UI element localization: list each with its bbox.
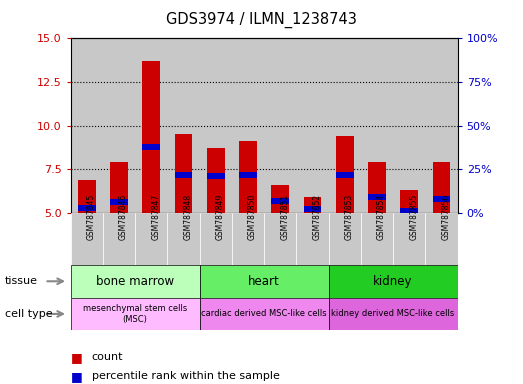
Bar [393, 38, 425, 213]
Text: kidney derived MSC-like cells: kidney derived MSC-like cells [332, 310, 454, 318]
FancyBboxPatch shape [200, 298, 328, 330]
Bar [264, 38, 297, 213]
Bar [71, 38, 103, 213]
FancyBboxPatch shape [328, 265, 458, 298]
FancyBboxPatch shape [71, 213, 103, 265]
FancyBboxPatch shape [167, 213, 200, 265]
Bar [110, 199, 128, 205]
Text: tissue: tissue [5, 276, 38, 286]
Bar [78, 180, 96, 213]
Text: GSM787852: GSM787852 [313, 194, 322, 240]
Bar [304, 197, 321, 213]
Text: GSM787847: GSM787847 [151, 194, 160, 240]
Text: kidney: kidney [373, 275, 413, 288]
Bar [239, 141, 257, 213]
Text: GSM787848: GSM787848 [184, 194, 192, 240]
Text: count: count [92, 352, 123, 362]
FancyBboxPatch shape [71, 298, 200, 330]
Bar [207, 149, 224, 213]
Text: heart: heart [248, 275, 280, 288]
FancyBboxPatch shape [200, 265, 328, 298]
Bar [232, 38, 264, 213]
Bar [401, 190, 418, 213]
FancyBboxPatch shape [393, 213, 425, 265]
Bar [361, 38, 393, 213]
FancyBboxPatch shape [103, 213, 135, 265]
Text: ■: ■ [71, 370, 82, 383]
Bar [271, 185, 289, 213]
Bar [175, 172, 192, 178]
Bar [175, 134, 192, 213]
Bar [336, 136, 354, 213]
Text: cell type: cell type [5, 309, 53, 319]
Text: ■: ■ [71, 351, 82, 364]
Text: GSM787853: GSM787853 [345, 194, 354, 240]
Bar [78, 205, 96, 211]
Text: percentile rank within the sample: percentile rank within the sample [92, 371, 279, 381]
Bar [135, 38, 167, 213]
Text: GSM787845: GSM787845 [87, 194, 96, 240]
Bar [328, 38, 361, 213]
Bar [110, 162, 128, 213]
Text: GSM787849: GSM787849 [216, 194, 225, 240]
FancyBboxPatch shape [135, 213, 167, 265]
Bar [103, 38, 135, 213]
Bar [271, 198, 289, 204]
Text: GSM787850: GSM787850 [248, 194, 257, 240]
Text: GSM787851: GSM787851 [280, 194, 289, 240]
Bar [336, 172, 354, 178]
Bar [142, 61, 160, 213]
Bar [239, 172, 257, 178]
Bar [200, 38, 232, 213]
Bar [433, 196, 450, 202]
Text: GDS3974 / ILMN_1238743: GDS3974 / ILMN_1238743 [166, 12, 357, 28]
Bar [433, 162, 450, 213]
Bar [401, 208, 418, 214]
Bar [304, 206, 321, 212]
FancyBboxPatch shape [425, 213, 458, 265]
Bar [425, 38, 458, 213]
Text: cardiac derived MSC-like cells: cardiac derived MSC-like cells [201, 310, 327, 318]
FancyBboxPatch shape [328, 213, 361, 265]
Text: GSM787846: GSM787846 [119, 194, 128, 240]
FancyBboxPatch shape [328, 298, 458, 330]
FancyBboxPatch shape [361, 213, 393, 265]
Bar [207, 173, 224, 179]
Text: GSM787855: GSM787855 [409, 194, 418, 240]
Bar [297, 38, 328, 213]
Text: GSM787854: GSM787854 [377, 194, 386, 240]
Bar [368, 162, 386, 213]
FancyBboxPatch shape [232, 213, 264, 265]
Text: mesenchymal stem cells
(MSC): mesenchymal stem cells (MSC) [83, 304, 187, 324]
Text: bone marrow: bone marrow [96, 275, 174, 288]
Bar [142, 144, 160, 150]
FancyBboxPatch shape [264, 213, 297, 265]
Bar [167, 38, 200, 213]
FancyBboxPatch shape [71, 265, 200, 298]
FancyBboxPatch shape [200, 213, 232, 265]
Text: GSM787856: GSM787856 [441, 194, 450, 240]
FancyBboxPatch shape [297, 213, 328, 265]
Bar [368, 194, 386, 200]
